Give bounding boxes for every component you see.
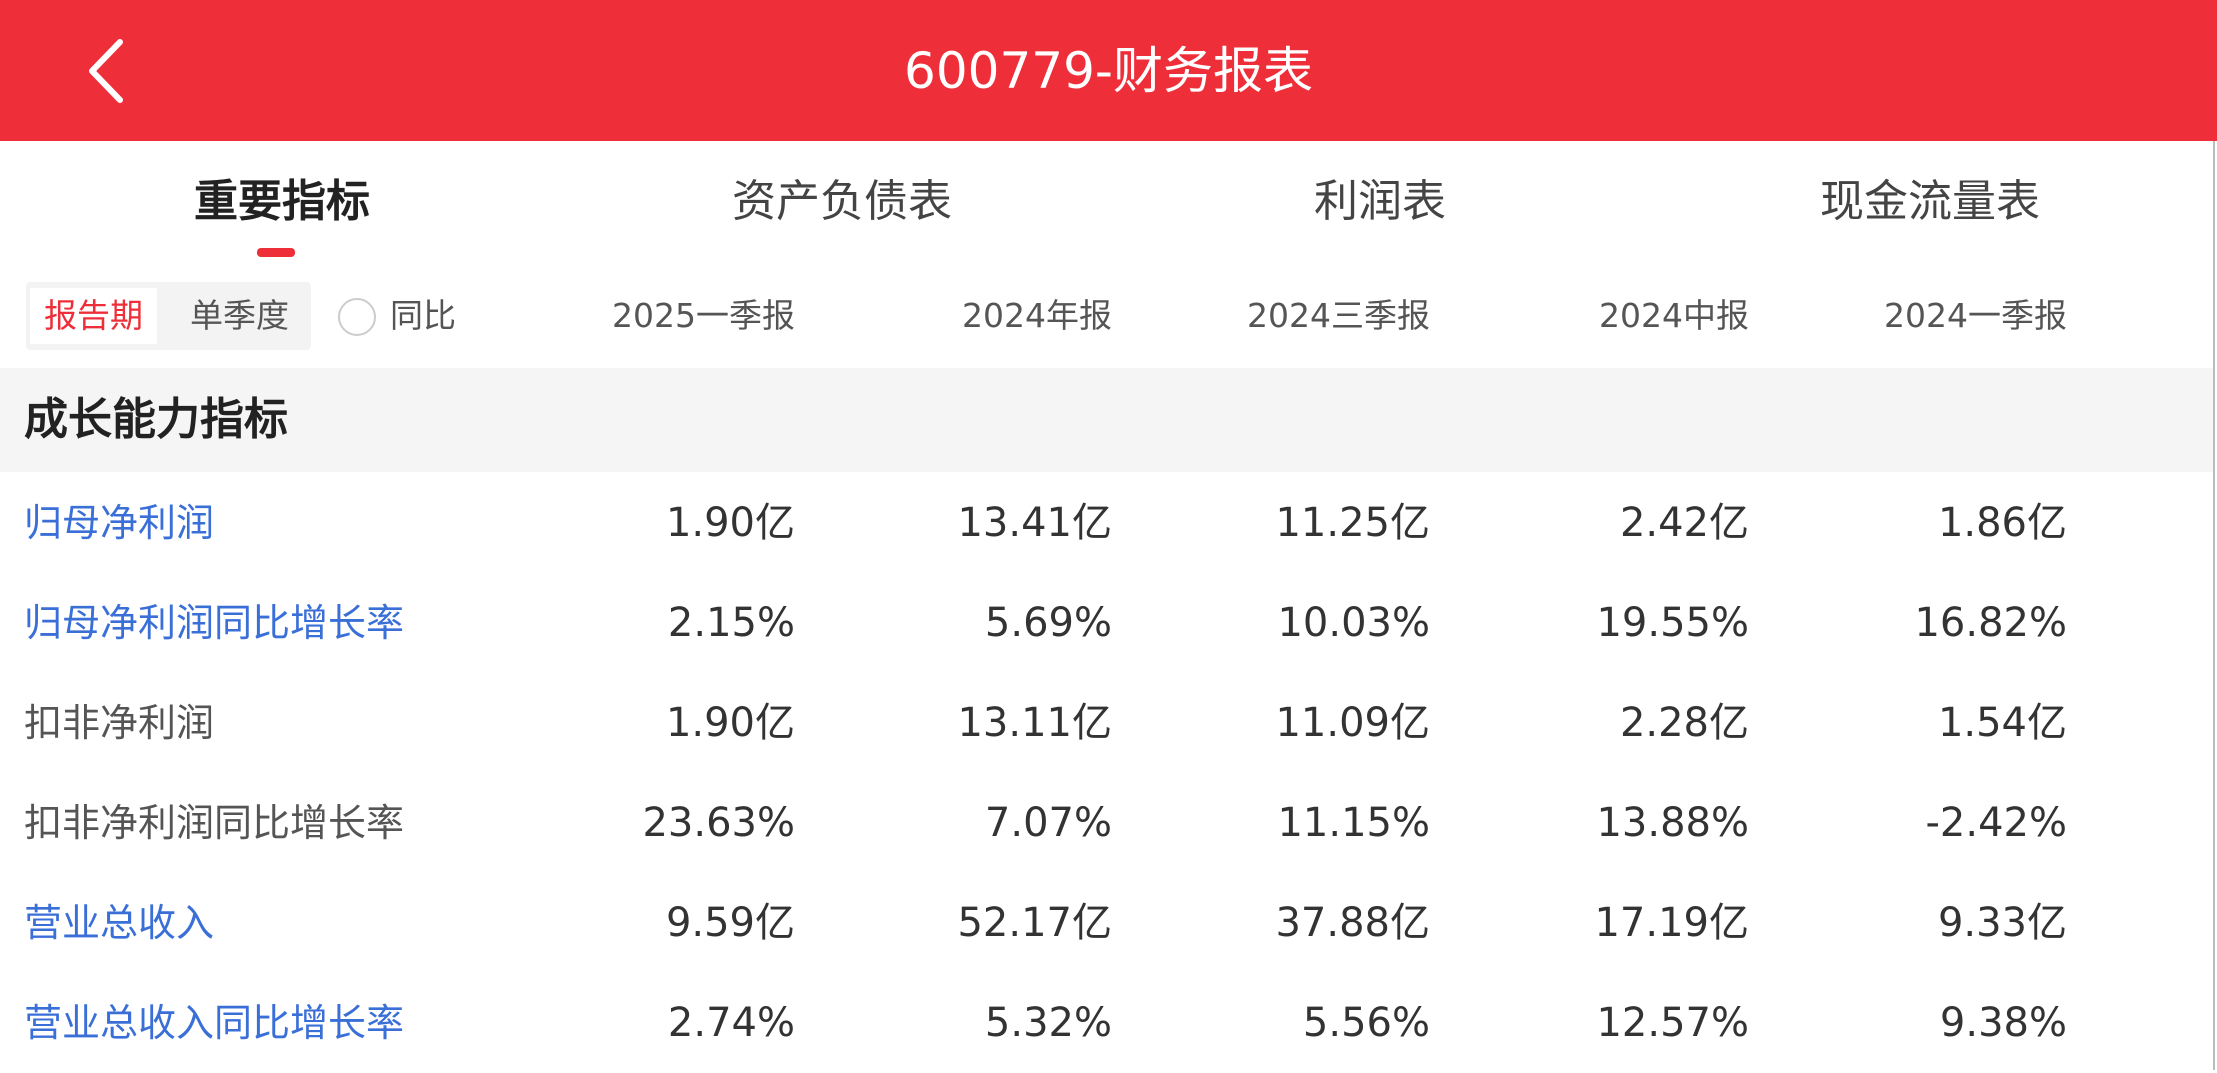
cell-value: 16.82%: [1914, 600, 2067, 646]
back-button[interactable]: [78, 36, 138, 106]
cell-value: 1.90亿: [665, 500, 795, 546]
active-tab-indicator: [257, 248, 295, 257]
row-label[interactable]: 营业总收入: [24, 901, 215, 945]
row-label: 扣非净利润: [24, 701, 215, 745]
row-label[interactable]: 归母净利润: [24, 501, 215, 545]
column-header: 2025一季报: [612, 296, 795, 335]
cell-value: -2.42%: [1925, 800, 2067, 846]
cell-value: 11.15%: [1277, 800, 1430, 846]
cell-value: 1.86亿: [1937, 500, 2067, 546]
cell-value: 1.54亿: [1937, 700, 2067, 746]
row-label[interactable]: 归母净利润同比增长率: [24, 601, 405, 645]
cell-value: 2.74%: [667, 1000, 795, 1046]
section-title: 成长能力指标: [24, 394, 288, 445]
cell-value: 5.69%: [984, 600, 1112, 646]
cell-value: 13.41亿: [957, 500, 1112, 546]
yoy-label[interactable]: 同比: [390, 296, 456, 335]
yoy-radio[interactable]: [338, 298, 376, 336]
cell-value: 23.63%: [642, 800, 795, 846]
tab-cash-flow[interactable]: 现金流量表: [1820, 176, 2040, 227]
cell-value: 10.03%: [1277, 600, 1430, 646]
segment-single-quarter[interactable]: 单季度: [190, 296, 289, 335]
cell-value: 2.28亿: [1619, 700, 1749, 746]
table-row[interactable]: 归母净利润 1.90亿 13.41亿 11.25亿 2.42亿 1.86亿: [0, 473, 2213, 573]
right-border: [2213, 141, 2215, 1070]
chevron-left-icon: [89, 39, 123, 103]
cell-value: 9.38%: [1939, 1000, 2067, 1046]
tab-key-indicators[interactable]: 重要指标: [194, 176, 370, 227]
cell-value: 13.11亿: [957, 700, 1112, 746]
column-header: 2024中报: [1599, 296, 1749, 335]
cell-value: 11.09亿: [1275, 700, 1430, 746]
cell-value: 17.19亿: [1594, 900, 1749, 946]
column-header: 2024一季报: [1884, 296, 2067, 335]
cell-value: 52.17亿: [957, 900, 1112, 946]
table-row[interactable]: 扣非净利润 1.90亿 13.11亿 11.09亿 2.28亿 1.54亿: [0, 673, 2213, 773]
cell-value: 13.88%: [1596, 800, 1749, 846]
cell-value: 11.25亿: [1275, 500, 1430, 546]
segment-report-period[interactable]: 报告期: [30, 288, 157, 344]
table-row[interactable]: 营业总收入 9.59亿 52.17亿 37.88亿 17.19亿 9.33亿: [0, 873, 2213, 973]
row-label: 扣非净利润同比增长率: [24, 801, 405, 845]
period-toggle: 报告期 单季度: [26, 282, 311, 350]
app-header: 600779-财务报表: [0, 0, 2217, 141]
table-row[interactable]: 扣非净利润同比增长率 23.63% 7.07% 11.15% 13.88% -2.42%: [0, 773, 2213, 873]
cell-value: 12.57%: [1596, 1000, 1749, 1046]
cell-value: 2.15%: [667, 600, 795, 646]
column-header: 2024三季报: [1247, 296, 1430, 335]
cell-value: 5.56%: [1302, 1000, 1430, 1046]
table-row[interactable]: 营业总收入同比增长率 2.74% 5.32% 5.56% 12.57% 9.38%: [0, 973, 2213, 1073]
cell-value: 19.55%: [1596, 600, 1749, 646]
column-header: 2024年报: [962, 296, 1112, 335]
page-title: 600779-财务报表: [904, 42, 1313, 100]
cell-value: 9.59亿: [665, 900, 795, 946]
section-header: 成长能力指标: [0, 368, 2213, 472]
cell-value: 9.33亿: [1937, 900, 2067, 946]
cell-value: 37.88亿: [1275, 900, 1430, 946]
tab-income-statement[interactable]: 利润表: [1314, 176, 1446, 227]
cell-value: 7.07%: [984, 800, 1112, 846]
row-label[interactable]: 营业总收入同比增长率: [24, 1001, 405, 1045]
tab-balance-sheet[interactable]: 资产负债表: [732, 176, 952, 227]
cell-value: 2.42亿: [1619, 500, 1749, 546]
cell-value: 5.32%: [984, 1000, 1112, 1046]
table-row[interactable]: 归母净利润同比增长率 2.15% 5.69% 10.03% 19.55% 16.82%: [0, 573, 2213, 673]
cell-value: 1.90亿: [665, 700, 795, 746]
